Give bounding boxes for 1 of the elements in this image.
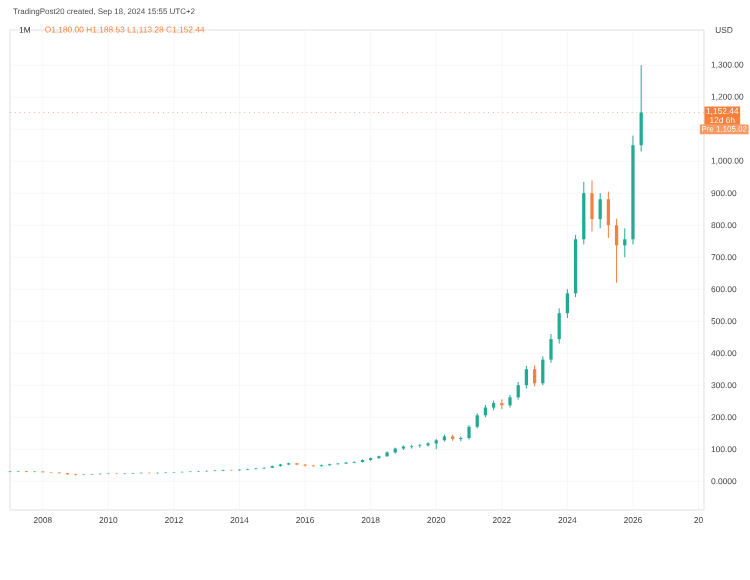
candlestick bbox=[410, 444, 414, 450]
